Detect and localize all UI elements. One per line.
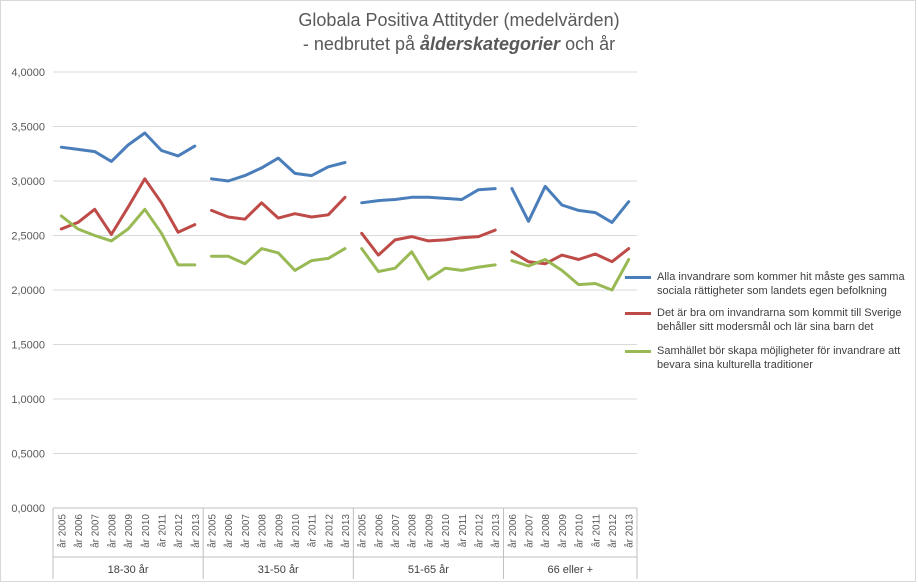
x-tick-label: år 2010 (290, 514, 302, 548)
x-tick-label: år 2007 (240, 514, 252, 548)
x-tick-label: år 2005 (207, 514, 219, 548)
series-line-3 (360, 247, 497, 281)
subtitle-prefix: - nedbrutet på (302, 34, 420, 54)
series-line-2 (360, 228, 497, 257)
y-tick-label: 3,5000 (11, 122, 45, 134)
x-tick-label: år 2006 (373, 514, 385, 548)
x-tick-label: år 2013 (490, 514, 502, 548)
x-tick-label: år 2008 (540, 514, 552, 548)
group-label: 31-50 år (258, 564, 299, 576)
x-tick-label: år 2011 (590, 514, 602, 548)
x-tick-label: år 2012 (173, 514, 185, 548)
group-label: 66 eller + (547, 564, 593, 576)
x-tick-label: år 2010 (574, 514, 586, 548)
legend-swatch (625, 276, 651, 279)
x-tick-label: år 2013 (190, 514, 202, 548)
x-tick-label: år 2006 (223, 514, 235, 548)
legend-item-series-1: Alla invandrare som kommer hit måste ges… (625, 270, 915, 298)
x-tick-label: år 2012 (323, 514, 335, 548)
y-tick-label: 4,0000 (11, 67, 45, 79)
group-label: 18-30 år (108, 564, 149, 576)
legend-swatch (625, 312, 651, 315)
y-tick-label: 0,0000 (11, 503, 45, 515)
legend-label: Det är bra om invandrarna som kommit til… (657, 307, 902, 333)
series-line-1 (210, 156, 347, 183)
x-tick-label: år 2008 (106, 514, 118, 548)
x-tick-label: år 2012 (607, 514, 619, 548)
x-tick-label: år 2005 (56, 514, 68, 548)
series-line-2 (510, 247, 631, 266)
x-tick-label: år 2006 (73, 514, 85, 548)
y-tick-label: 2,5000 (11, 231, 45, 243)
chart-title: Globala Positiva Attityder (medelvärden) (298, 10, 620, 30)
y-tick-label: 1,0000 (11, 394, 45, 406)
legend-item-series-3: Samhället bör skapa möjligheter för inva… (625, 344, 915, 372)
x-tick-label: år 2010 (440, 514, 452, 548)
legend-label: Samhället bör skapa möjligheter för inva… (657, 345, 901, 371)
x-tick-label: år 2009 (423, 514, 435, 548)
x-tick-label: år 2007 (90, 514, 102, 548)
x-tick-label: år 2010 (140, 514, 152, 548)
series-line-3 (510, 258, 631, 292)
x-tick-label: år 2006 (507, 514, 519, 548)
x-tick-label: år 2013 (624, 514, 636, 548)
x-tick-label: år 2011 (156, 514, 168, 548)
chart-subtitle: - nedbrutet på ålderskategorier och år (0, 34, 918, 55)
x-tick-label: år 2011 (307, 514, 319, 548)
subtitle-suffix: och år (560, 34, 616, 54)
x-tick-label: år 2009 (557, 514, 569, 548)
series-line-3 (59, 207, 197, 267)
series-line-3 (210, 247, 347, 272)
series-line-2 (210, 195, 347, 221)
y-tick-label: 0,5000 (11, 449, 45, 461)
x-tick-label: år 2009 (123, 514, 135, 548)
x-tick-label: år 2008 (407, 514, 419, 548)
y-tick-label: 3,0000 (11, 176, 45, 188)
series-line-1 (510, 184, 631, 224)
legend-label: Alla invandrare som kommer hit måste ges… (657, 271, 905, 297)
legend-swatch (625, 350, 651, 353)
x-tick-label: år 2007 (390, 514, 402, 548)
series-line-1 (360, 187, 497, 205)
x-tick-label: år 2011 (457, 514, 469, 548)
x-tick-label: år 2009 (273, 514, 285, 548)
x-tick-label: år 2005 (357, 514, 369, 548)
legend-item-series-2: Det är bra om invandrarna som kommit til… (625, 306, 915, 334)
y-tick-label: 2,0000 (11, 285, 45, 297)
series-line-1 (59, 131, 197, 163)
x-tick-label: år 2013 (340, 514, 352, 548)
subtitle-emphasis: ålderskategorier (419, 34, 561, 54)
series-line-2 (59, 177, 197, 236)
group-label: 51-65 år (408, 564, 449, 576)
x-tick-label: år 2012 (473, 514, 485, 548)
x-tick-label: år 2008 (257, 514, 269, 548)
y-tick-label: 1,5000 (11, 340, 45, 352)
x-tick-label: år 2007 (524, 514, 536, 548)
